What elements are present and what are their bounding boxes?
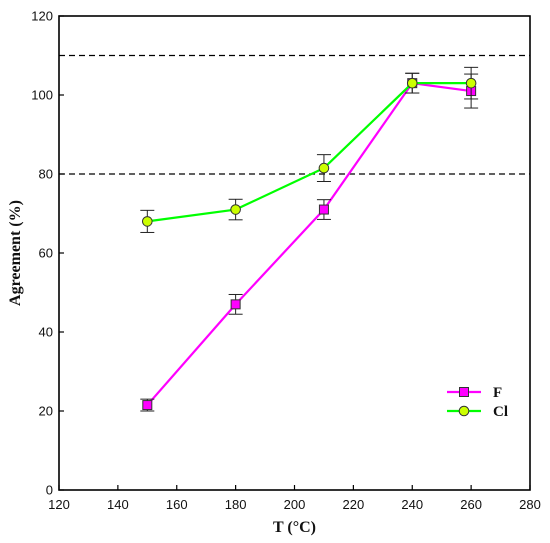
series-layer	[140, 66, 479, 412]
x-axis: 120 140 160 180 200 220 240 260 280	[48, 485, 541, 512]
y-tick-label: 0	[46, 483, 53, 498]
y-tick-label: 20	[39, 404, 53, 419]
legend-label: Cl	[493, 404, 508, 420]
plot-frame	[58, 15, 531, 491]
y-tick-label: 60	[39, 246, 53, 261]
x-tick-label: 280	[519, 497, 541, 512]
x-tick-label: 240	[401, 497, 423, 512]
data-point	[318, 204, 329, 215]
x-axis-title: T (°C)	[273, 519, 316, 536]
series-cl	[140, 66, 479, 233]
data-point	[230, 299, 241, 310]
x-tick-label: 220	[343, 497, 365, 512]
series-f	[140, 72, 479, 412]
x-tick-label: 160	[166, 497, 188, 512]
x-tick-label: 200	[284, 497, 306, 512]
y-tick-label: 80	[39, 167, 53, 182]
series-line	[147, 82, 472, 223]
y-axis: 0 20 40 60 80 100 120	[31, 9, 64, 498]
data-point	[142, 400, 153, 411]
y-axis-title: Agreement (%)	[7, 200, 24, 306]
x-tick-label: 120	[48, 497, 70, 512]
data-point	[406, 77, 418, 89]
data-point	[465, 77, 477, 89]
legend: F Cl	[447, 385, 508, 420]
y-tick-label: 120	[31, 9, 53, 24]
data-point	[230, 204, 241, 215]
y-tick-label: 40	[39, 325, 53, 340]
plot-border	[58, 15, 531, 491]
x-tick-label: 260	[460, 497, 482, 512]
legend-marker	[458, 405, 470, 417]
x-tick-label: 180	[225, 497, 247, 512]
data-point	[142, 216, 153, 227]
series-line	[146, 81, 472, 406]
data-point	[318, 162, 330, 174]
y-tick-label: 100	[31, 88, 53, 103]
legend-label: F	[493, 385, 502, 401]
x-tick-label: 140	[107, 497, 129, 512]
legend-marker	[459, 387, 469, 397]
reference-lines	[59, 54, 530, 175]
